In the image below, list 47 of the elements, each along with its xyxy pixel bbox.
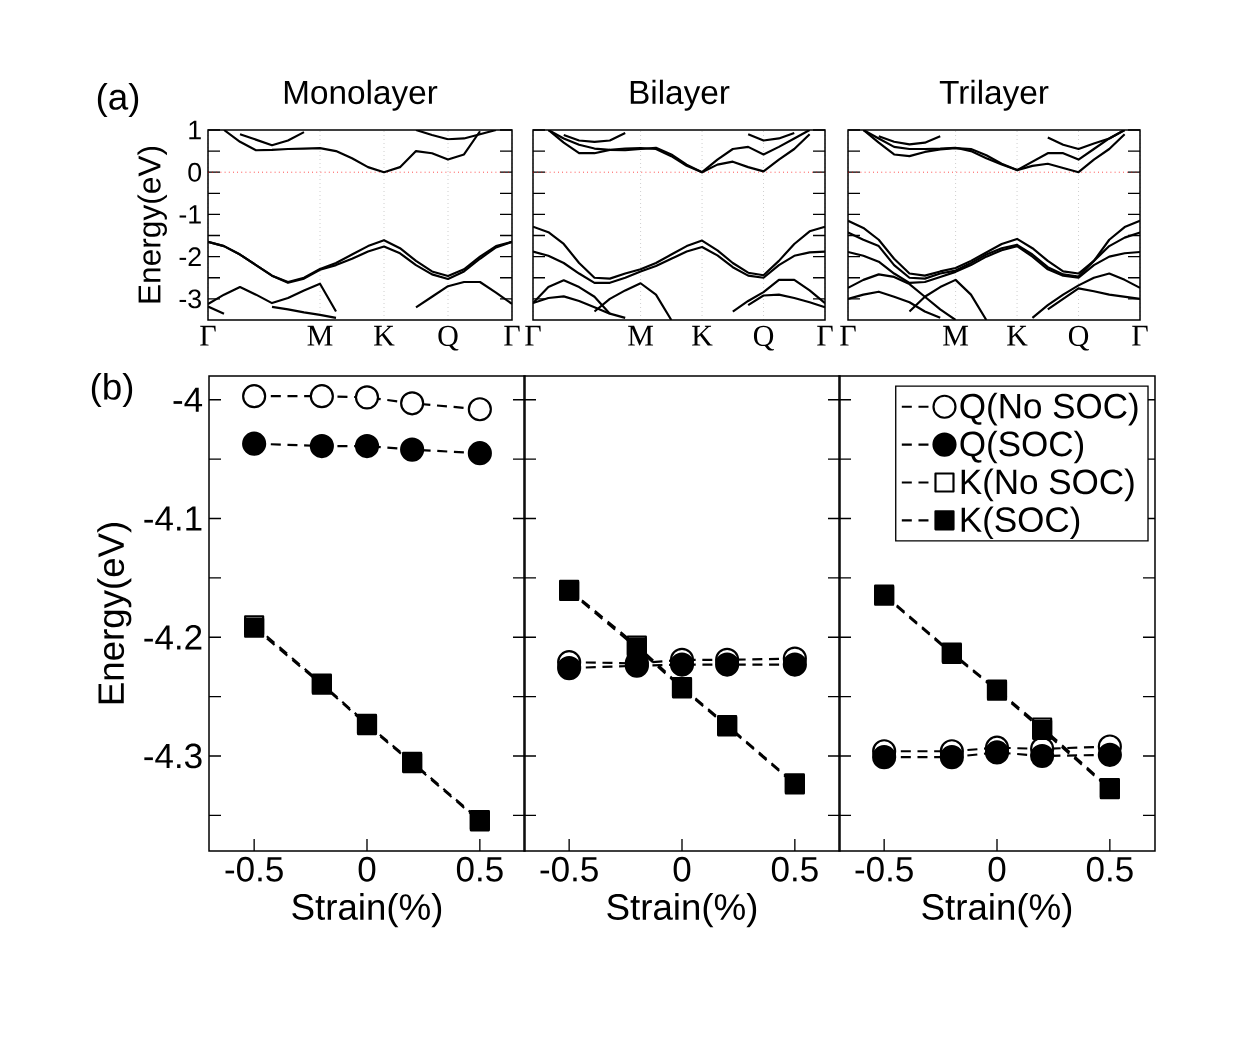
x-tick-label: Γ: [200, 325, 216, 346]
y-tick-label: -2: [179, 247, 201, 266]
chart-title: Monolayer: [284, 79, 438, 111]
x-axis-title: Strain(%): [922, 893, 1072, 928]
x-axis-title: Strain(%): [607, 893, 757, 928]
x-tick-label: Q: [753, 325, 774, 351]
x-tick-label: Q: [1068, 325, 1089, 351]
y-axis-title: Energy(eV): [97, 523, 132, 704]
y-tick-label: -3: [179, 289, 201, 309]
x-tick-label: Γ: [525, 325, 541, 346]
x-tick-label: M: [628, 325, 654, 346]
x-tick-label: K: [374, 325, 395, 346]
x-tick-label: 0: [988, 856, 1006, 882]
legend-label: Q(SOC): [960, 430, 1084, 464]
x-tick-label: 0.5: [1086, 856, 1133, 882]
y-tick-label: -4.3: [144, 743, 202, 769]
x-tick-label: 0: [673, 856, 691, 882]
x-tick-label: Γ: [840, 325, 856, 346]
x-tick-label: 0: [358, 856, 376, 882]
x-tick-label: -0.5: [225, 856, 283, 882]
x-tick-label: 0.5: [456, 856, 503, 882]
x-tick-label: Γ: [1132, 325, 1148, 346]
x-tick-label: M: [943, 325, 969, 346]
y-axis-title: Energy(eV): [137, 146, 167, 303]
x-tick-label: K: [1007, 325, 1028, 346]
x-tick-label: 0.5: [771, 856, 818, 882]
legend-label: K(SOC): [961, 506, 1080, 540]
y-tick-label: -4.1: [144, 506, 202, 531]
y-tick-label: 0: [188, 162, 202, 182]
legend-label: Q(No SOC): [960, 392, 1138, 426]
x-tick-label: Q: [438, 325, 459, 351]
text: (b): [91, 372, 133, 408]
text: (a): [97, 82, 139, 118]
x-tick-label: K: [692, 325, 713, 346]
x-tick-label: -0.5: [540, 856, 598, 882]
x-tick-label: Γ: [817, 325, 833, 346]
y-tick-label: 1: [189, 120, 201, 140]
x-tick-label: -0.5: [855, 856, 913, 882]
y-tick-label: -4.2: [144, 625, 202, 650]
x-tick-label: M: [307, 325, 333, 346]
chart-title: Trilayer: [939, 79, 1049, 111]
y-tick-label: -4: [173, 387, 203, 412]
legend-label: K(No SOC): [961, 468, 1134, 502]
chart-title: Bilayer: [630, 79, 730, 111]
x-tick-label: Γ: [504, 325, 520, 346]
x-axis-title: Strain(%): [292, 893, 442, 928]
y-tick-label: -1: [179, 205, 201, 224]
